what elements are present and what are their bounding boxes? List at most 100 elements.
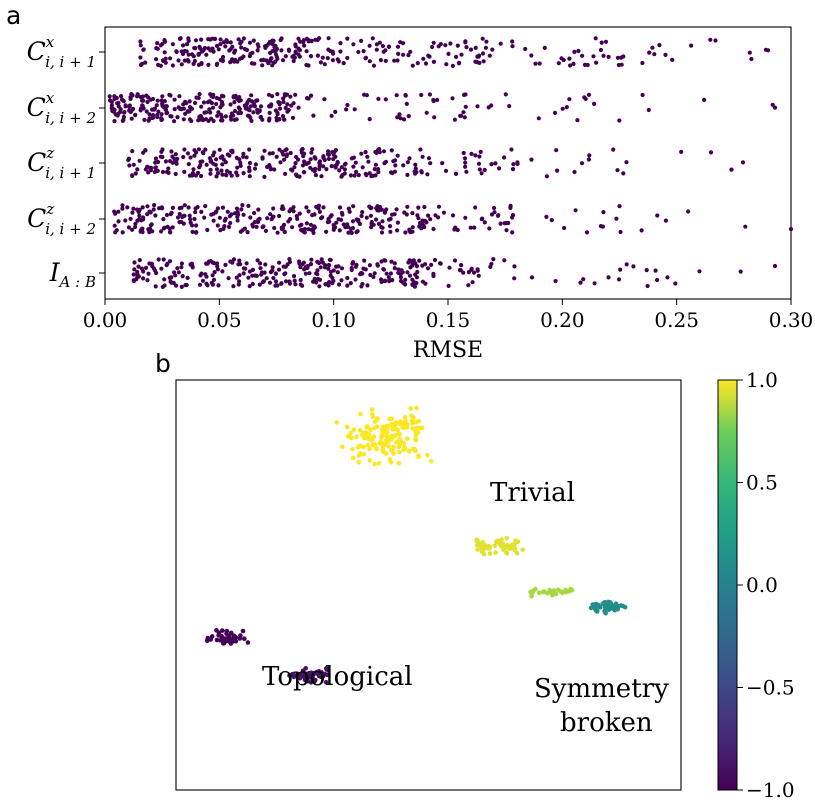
data-point (116, 209, 121, 214)
embedding-point (504, 551, 510, 556)
data-point (161, 257, 166, 262)
data-point (587, 153, 592, 158)
data-point (166, 170, 171, 175)
data-point (301, 260, 306, 265)
data-point (498, 221, 503, 226)
data-point (184, 282, 189, 288)
data-point (368, 272, 373, 278)
embedding-point (228, 630, 234, 636)
data-point (193, 210, 198, 215)
y-tick-label: Cz i, i + 1 (27, 144, 96, 182)
data-point (135, 167, 140, 172)
data-point (153, 284, 158, 289)
data-point (352, 107, 357, 112)
embedding-point (529, 589, 535, 594)
data-point (412, 284, 417, 289)
data-point (402, 281, 407, 287)
embedding-point (379, 435, 384, 440)
data-point (395, 115, 400, 120)
data-point (208, 110, 213, 115)
data-point (136, 264, 141, 269)
data-point (584, 230, 590, 235)
data-point (455, 43, 460, 48)
data-point (466, 270, 471, 275)
embedding-point (410, 426, 415, 431)
data-point (169, 275, 174, 280)
data-point (190, 229, 195, 234)
data-point (138, 94, 143, 100)
data-point (138, 228, 143, 233)
embedding-point (334, 420, 340, 425)
data-point (343, 161, 348, 166)
data-point (128, 96, 133, 101)
data-point (345, 55, 350, 61)
data-point (679, 149, 684, 154)
annotation-trivial: Trivial (490, 478, 575, 508)
embedding-point (542, 589, 547, 594)
data-point (241, 266, 246, 271)
data-point (335, 270, 340, 275)
data-point (308, 262, 314, 267)
data-point (239, 45, 244, 50)
data-point (287, 209, 292, 214)
data-point (321, 164, 326, 169)
data-point (247, 269, 252, 274)
data-point (339, 165, 344, 170)
data-point (359, 151, 364, 156)
data-point (128, 216, 133, 221)
data-point (197, 282, 203, 287)
data-point (328, 257, 333, 263)
data-point (241, 154, 246, 159)
embedding-point (391, 444, 396, 450)
embedding-point (536, 590, 542, 595)
data-point (359, 213, 364, 219)
data-point (218, 155, 223, 160)
data-point (640, 92, 645, 98)
data-point (440, 161, 445, 166)
data-point (450, 96, 455, 101)
data-point (315, 259, 320, 264)
data-point (283, 105, 288, 111)
data-point (397, 112, 402, 117)
data-point (708, 150, 714, 155)
data-point (174, 283, 179, 288)
data-point (576, 48, 581, 54)
data-point (204, 52, 209, 57)
data-point (154, 57, 159, 62)
data-point (351, 204, 356, 209)
data-point (272, 167, 277, 172)
embedding-point (303, 666, 309, 671)
data-point (328, 269, 334, 274)
data-point (275, 92, 280, 97)
data-point (217, 147, 222, 152)
data-point (247, 147, 252, 152)
data-point (131, 206, 136, 211)
data-point (403, 277, 408, 282)
data-point (177, 94, 182, 99)
data-point (427, 54, 432, 59)
data-point (150, 113, 156, 118)
data-point (204, 281, 209, 286)
data-point (219, 100, 225, 105)
data-point (185, 275, 190, 280)
panel-a-label: a (6, 1, 21, 30)
embedding-point (397, 432, 402, 437)
embedding-point (551, 588, 557, 593)
data-point (204, 261, 209, 266)
data-point (205, 227, 210, 233)
data-point (157, 206, 162, 211)
data-point (131, 106, 136, 111)
data-point (259, 58, 264, 63)
data-point (367, 171, 372, 176)
data-point (461, 110, 466, 115)
data-point (199, 209, 204, 214)
data-point (424, 220, 429, 225)
data-point (463, 104, 468, 109)
data-point (770, 102, 775, 107)
data-point (253, 162, 258, 167)
data-point (220, 54, 226, 60)
data-point (367, 43, 372, 48)
data-point (201, 47, 206, 53)
data-point (339, 278, 344, 283)
data-point (277, 260, 282, 265)
